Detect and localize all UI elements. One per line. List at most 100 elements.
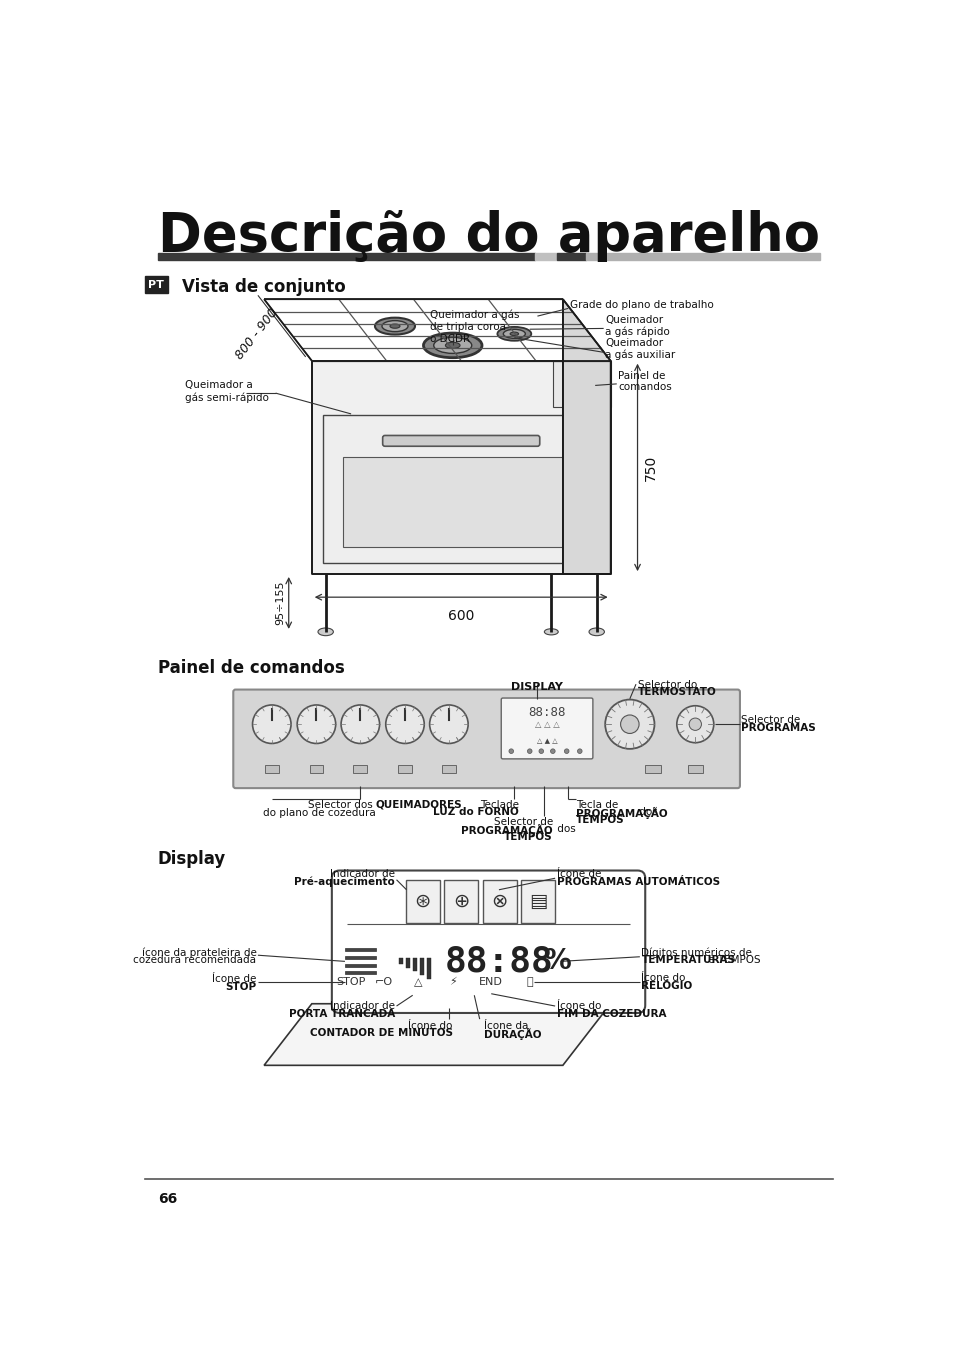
Text: Painel de comandos: Painel de comandos bbox=[157, 659, 344, 677]
Text: Ícone de: Ícone de bbox=[212, 974, 256, 985]
Bar bbox=[552, 361, 610, 407]
Text: STOP: STOP bbox=[225, 982, 256, 992]
Bar bbox=[405, 958, 410, 967]
Bar bbox=[312, 361, 610, 574]
Bar bbox=[342, 457, 579, 547]
Bar bbox=[345, 948, 375, 951]
Bar bbox=[413, 958, 416, 971]
Text: END: END bbox=[478, 977, 502, 988]
Bar bbox=[323, 415, 598, 562]
Text: do plano de cozedura: do plano de cozedura bbox=[263, 808, 375, 819]
Text: Queimador a gás
de tripla coroa
o DCDR: Queimador a gás de tripla coroa o DCDR bbox=[429, 309, 518, 343]
Text: TEMPOS: TEMPOS bbox=[504, 832, 552, 842]
Text: Selector do: Selector do bbox=[637, 680, 696, 689]
Text: ▤: ▤ bbox=[529, 892, 547, 911]
Text: ⌚: ⌚ bbox=[526, 977, 533, 988]
Text: e TEMPOS: e TEMPOS bbox=[703, 955, 760, 965]
Circle shape bbox=[429, 705, 468, 743]
Text: dos: dos bbox=[636, 808, 657, 817]
Text: △ ▲ △: △ ▲ △ bbox=[537, 738, 558, 744]
Circle shape bbox=[341, 705, 379, 743]
Polygon shape bbox=[264, 1004, 610, 1066]
Bar bbox=[535, 253, 557, 259]
Ellipse shape bbox=[423, 334, 481, 358]
Text: Queimador
a gás auxiliar: Queimador a gás auxiliar bbox=[604, 338, 675, 361]
Circle shape bbox=[620, 715, 639, 734]
Ellipse shape bbox=[493, 396, 504, 400]
Text: 88:88: 88:88 bbox=[444, 944, 553, 978]
Bar bbox=[353, 765, 367, 773]
FancyBboxPatch shape bbox=[233, 689, 740, 788]
Circle shape bbox=[527, 748, 532, 754]
Ellipse shape bbox=[510, 332, 518, 335]
Text: ⚡: ⚡ bbox=[449, 977, 456, 988]
FancyBboxPatch shape bbox=[332, 870, 644, 1013]
Ellipse shape bbox=[345, 412, 356, 416]
Circle shape bbox=[538, 748, 543, 754]
FancyBboxPatch shape bbox=[444, 880, 477, 923]
Text: PROGRAMAÇÃO: PROGRAMAÇÃO bbox=[576, 808, 667, 820]
Text: STOP: STOP bbox=[336, 977, 365, 988]
Text: PORTA TRANCADA: PORTA TRANCADA bbox=[289, 1009, 395, 1019]
Text: Tecla de: Tecla de bbox=[576, 800, 618, 809]
Circle shape bbox=[564, 748, 568, 754]
Text: PT: PT bbox=[149, 280, 164, 289]
Ellipse shape bbox=[329, 405, 373, 423]
Text: Selector dos: Selector dos bbox=[308, 800, 375, 809]
Text: PROGRAMAS: PROGRAMAS bbox=[740, 723, 816, 732]
Text: TEMPOS: TEMPOS bbox=[576, 815, 624, 825]
Text: CONTADOR DE MINUTOS: CONTADOR DE MINUTOS bbox=[310, 1028, 453, 1039]
Bar bbox=[309, 765, 323, 773]
Circle shape bbox=[508, 748, 513, 754]
Text: PROGRAMAÇÃO: PROGRAMAÇÃO bbox=[460, 824, 552, 836]
Text: Dígitos numéricos de: Dígitos numéricos de bbox=[640, 947, 752, 958]
Circle shape bbox=[550, 748, 555, 754]
Bar bbox=[441, 765, 456, 773]
Text: DURAÇÃO: DURAÇÃO bbox=[483, 1028, 540, 1040]
Text: 66: 66 bbox=[157, 1193, 177, 1206]
Bar bbox=[419, 958, 424, 975]
Bar bbox=[397, 765, 412, 773]
Text: △: △ bbox=[414, 977, 422, 988]
FancyBboxPatch shape bbox=[500, 698, 592, 759]
Text: 600: 600 bbox=[448, 609, 474, 623]
Ellipse shape bbox=[588, 628, 604, 636]
Text: Painel de
comandos: Painel de comandos bbox=[618, 370, 671, 392]
Circle shape bbox=[253, 705, 291, 743]
Text: Display: Display bbox=[157, 850, 226, 867]
FancyBboxPatch shape bbox=[405, 880, 439, 923]
Circle shape bbox=[385, 705, 424, 743]
Text: Vista de conjunto: Vista de conjunto bbox=[181, 277, 345, 296]
FancyBboxPatch shape bbox=[382, 435, 539, 446]
Ellipse shape bbox=[484, 392, 513, 404]
Text: 800 - 900: 800 - 900 bbox=[233, 305, 280, 362]
Ellipse shape bbox=[497, 327, 531, 340]
Circle shape bbox=[676, 705, 713, 743]
Text: DISPLAY: DISPLAY bbox=[511, 682, 563, 692]
Bar bbox=[145, 276, 168, 293]
Bar bbox=[345, 971, 375, 974]
Text: Ícone do: Ícone do bbox=[557, 1001, 600, 1012]
Text: Ícone do: Ícone do bbox=[408, 1020, 453, 1031]
Text: Teclade: Teclade bbox=[479, 800, 518, 809]
Ellipse shape bbox=[375, 317, 415, 335]
Text: Ícone do: Ícone do bbox=[640, 973, 685, 984]
Text: ⌐O: ⌐O bbox=[374, 977, 392, 988]
Text: QUEIMADORES: QUEIMADORES bbox=[375, 800, 462, 809]
Text: Queimador
a gás rápido: Queimador a gás rápido bbox=[604, 315, 669, 338]
Bar bbox=[345, 963, 375, 967]
Bar bbox=[345, 957, 375, 959]
Ellipse shape bbox=[503, 330, 525, 338]
Circle shape bbox=[604, 700, 654, 748]
Ellipse shape bbox=[381, 320, 408, 331]
Text: Ícone de: Ícone de bbox=[557, 869, 600, 880]
Ellipse shape bbox=[390, 324, 399, 328]
Bar bbox=[644, 765, 659, 773]
Bar bbox=[585, 253, 820, 259]
Text: cozedura recomendada: cozedura recomendada bbox=[133, 955, 256, 965]
Text: 95÷155: 95÷155 bbox=[274, 581, 285, 626]
Text: ⊗: ⊗ bbox=[491, 892, 507, 911]
Text: Ícone da: Ícone da bbox=[483, 1020, 527, 1031]
Ellipse shape bbox=[336, 408, 365, 420]
Text: LUZ do FORNO: LUZ do FORNO bbox=[433, 808, 518, 817]
